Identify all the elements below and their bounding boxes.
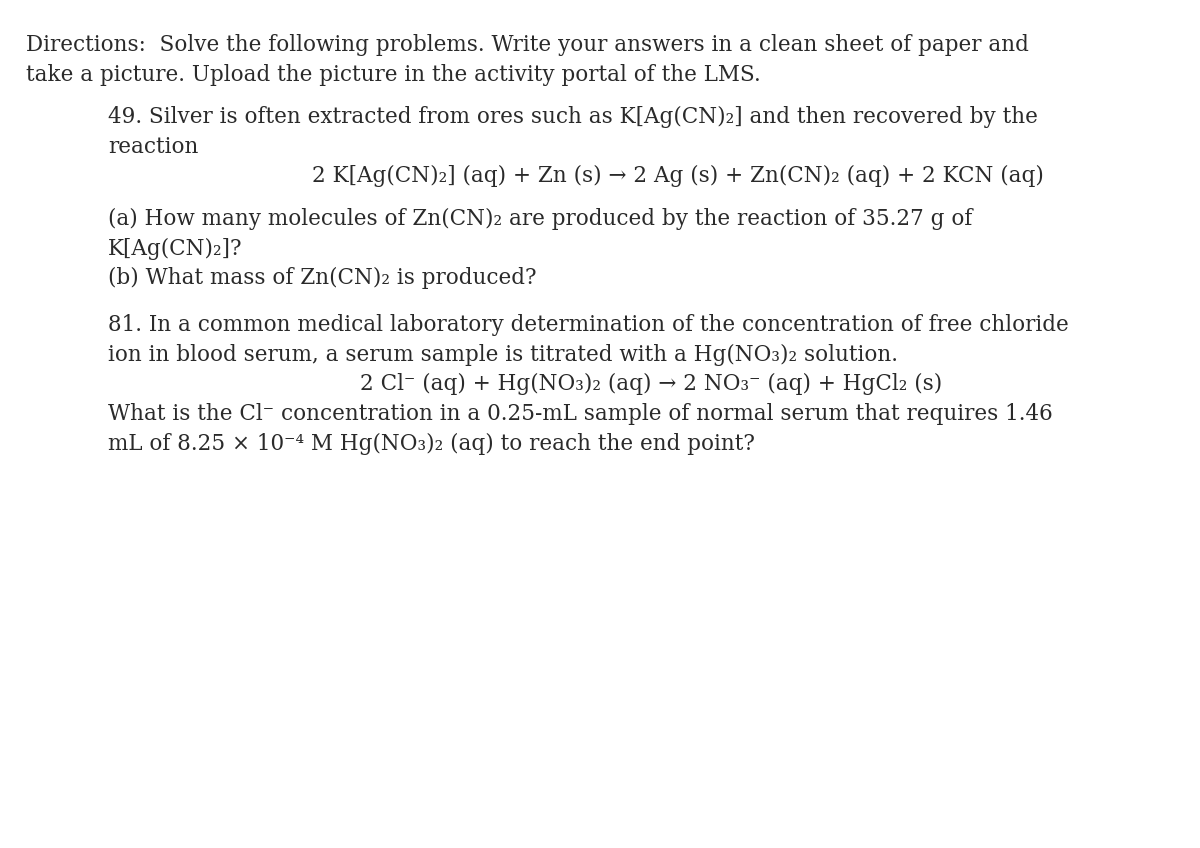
Text: ion in blood serum, a serum sample is titrated with a Hg(NO₃)₂ solution.: ion in blood serum, a serum sample is ti… [108,343,898,365]
Text: 49. Silver is often extracted from ores such as K[Ag(CN)₂] and then recovered by: 49. Silver is often extracted from ores … [108,106,1038,128]
Text: take a picture. Upload the picture in the activity portal of the LMS.: take a picture. Upload the picture in th… [26,64,761,86]
Text: (a) How many molecules of Zn(CN)₂ are produced by the reaction of 35.27 g of: (a) How many molecules of Zn(CN)₂ are pr… [108,208,972,230]
Text: reaction: reaction [108,136,198,158]
Text: 2 Cl⁻ (aq) + Hg(NO₃)₂ (aq) → 2 NO₃⁻ (aq) + HgCl₂ (s): 2 Cl⁻ (aq) + Hg(NO₃)₂ (aq) → 2 NO₃⁻ (aq)… [360,373,942,395]
Text: What is the Cl⁻ concentration in a 0.25-mL sample of normal serum that requires : What is the Cl⁻ concentration in a 0.25-… [108,403,1052,425]
Text: 81. In a common medical laboratory determination of the concentration of free ch: 81. In a common medical laboratory deter… [108,314,1069,336]
Text: K[Ag(CN)₂]?: K[Ag(CN)₂]? [108,237,242,259]
Text: mL of 8.25 × 10⁻⁴ M Hg(NO₃)₂ (aq) to reach the end point?: mL of 8.25 × 10⁻⁴ M Hg(NO₃)₂ (aq) to rea… [108,432,755,455]
Text: (b) What mass of Zn(CN)₂ is produced?: (b) What mass of Zn(CN)₂ is produced? [108,267,536,289]
Text: Directions:  Solve the following problems. Write your answers in a clean sheet o: Directions: Solve the following problems… [26,34,1030,56]
Text: 2 K[Ag(CN)₂] (aq) + Zn (s) → 2 Ag (s) + Zn(CN)₂ (aq) + 2 KCN (aq): 2 K[Ag(CN)₂] (aq) + Zn (s) → 2 Ag (s) + … [312,165,1044,187]
